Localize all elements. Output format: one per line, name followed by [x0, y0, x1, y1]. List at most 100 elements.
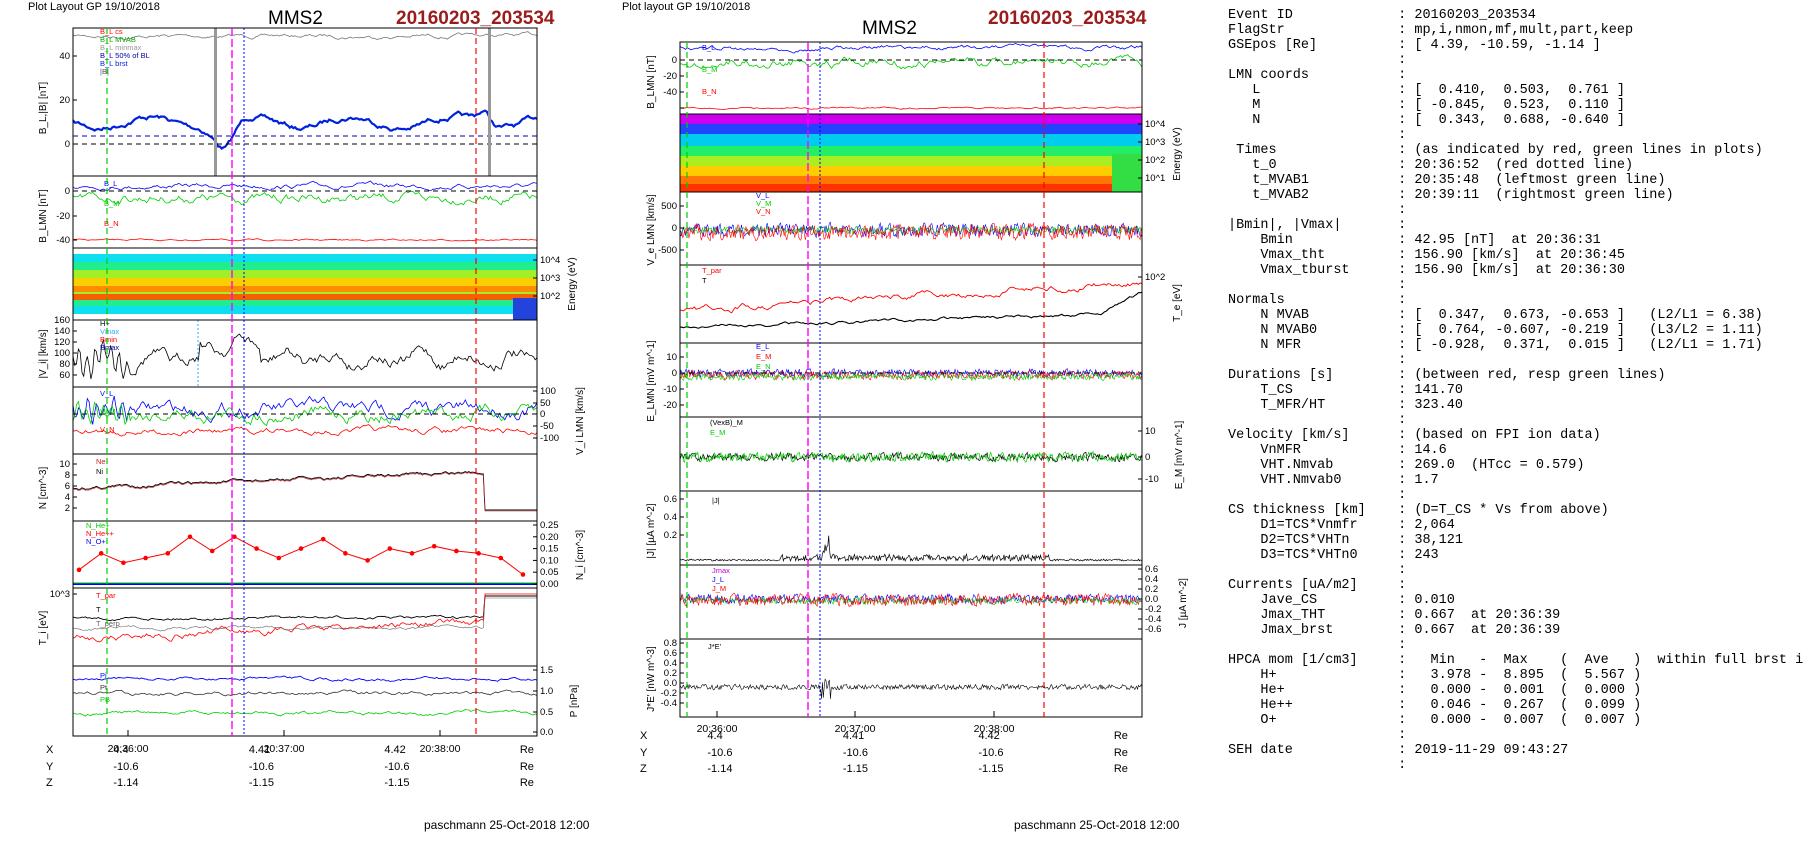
panel-vilmn-vm-line [72, 400, 538, 427]
info-key: Jmax_brst [1228, 623, 1399, 638]
info-row: Vmax_tburst : 156.90 [km/s] at 20:36:30 [1228, 263, 1804, 278]
mid-blmn-bm-line [679, 54, 1143, 70]
info-row: Vmax_tht : 156.90 [km/s] at 20:36:45 [1228, 248, 1804, 263]
info-value: 0.010 [1414, 593, 1455, 608]
position-axis: Z [640, 763, 647, 776]
panel-p-ticklabel: 0.0 [540, 727, 553, 738]
info-colon: : [1398, 203, 1415, 218]
middle-panel-frame [679, 490, 1143, 566]
info-key: D1=TCS*Vnmfr [1228, 518, 1399, 533]
mid-espec-ylabel: Energy (eV) [1172, 127, 1183, 180]
position-value: 4.42 [978, 730, 1000, 743]
mid-blmn-legend: B_M [702, 65, 717, 74]
panel-blmn-ticklabel: 0 [65, 186, 70, 197]
mid-je-ticklabel: 0.0 [664, 678, 677, 689]
info-colon: : [1398, 113, 1415, 128]
middle-spacecraft: MMS2 [862, 18, 917, 39]
position-value: 4.41 [842, 730, 865, 743]
info-colon: : [1398, 398, 1415, 413]
mid-em-ylabel: E_M [mV m^-1] [1174, 420, 1185, 489]
info-colon: : [1398, 653, 1415, 668]
info-key: CS thickness [km] [1228, 503, 1399, 518]
left-time-label: 20:38:00 [420, 743, 461, 755]
info-row: Times : (as indicated by red, green line… [1228, 143, 1804, 158]
panel-vilmn-legend: V_M [100, 407, 115, 416]
spectrogram-band [680, 176, 1142, 184]
info-key [1228, 728, 1398, 743]
panel-n-legend: Ni [96, 467, 103, 476]
panel-vi-legend: Bmax [100, 343, 119, 352]
mid-e-ylabel: E_LMN [mV m^-1] [646, 340, 657, 422]
info-colon: : [1398, 503, 1415, 518]
info-colon: : [1398, 473, 1415, 488]
position-value: -1.14 [113, 777, 139, 790]
left-panel-frame [72, 587, 538, 667]
mid-jlmn-ticklabel: 0.4 [1145, 574, 1158, 585]
position-axis: Z [46, 777, 53, 790]
info-key: N MVAB [1228, 308, 1399, 323]
info-key: VnMFR [1228, 443, 1399, 458]
middle-panel-frame [679, 638, 1143, 718]
info-value: (between red, resp green lines) [1414, 368, 1666, 383]
info-key: Currents [uA/m2] [1228, 578, 1399, 593]
info-key: LMN coords [1228, 68, 1399, 83]
mid-jlmn-ticklabel: 0.2 [1145, 584, 1158, 595]
info-key: Vmax_tburst [1228, 263, 1399, 278]
panel-vi-legend: H+ [100, 319, 110, 328]
info-row: t_MVAB2 : 20:39:11 (rightmost green line… [1228, 188, 1804, 203]
info-value: 42.95 [nT] at 20:36:31 [1414, 233, 1601, 248]
panel-ion-spec-ticklabel: 10^3 [540, 273, 560, 284]
ion-spectrogram [73, 254, 537, 320]
mid-jlmn-ticklabel: -0.4 [1145, 614, 1161, 625]
info-colon: : [1398, 338, 1415, 353]
panel-b-legend: |B| [100, 67, 109, 76]
panel-b-bl-line [72, 109, 538, 151]
info-key [1228, 278, 1398, 293]
mid-espec-ticklabel: 10^4 [1145, 119, 1165, 130]
info-key: D2=TCS*VHTn [1228, 533, 1399, 548]
panel-ti-tpar-line [72, 593, 537, 643]
position-value: -10.6 [707, 746, 733, 759]
panel-blmn-bn-line [72, 238, 538, 242]
position-unit: Re [519, 777, 534, 790]
info-row: N MVAB0 : [ 0.764, -0.607, -0.219 ] (L3/… [1228, 323, 1804, 338]
info-colon: : [1398, 713, 1415, 728]
mid-te-ylabel: T_e [eV] [1172, 284, 1183, 322]
left-panel-frame [72, 520, 538, 589]
panel-b-mvab-bar [488, 28, 491, 176]
position-value: -10.6 [384, 760, 410, 773]
position-value: 4.4 [707, 730, 723, 743]
info-colon: : [1398, 443, 1415, 458]
info-key: He+ [1228, 683, 1399, 698]
panel-b-mvab-bar [214, 28, 217, 176]
info-key: Event ID [1228, 8, 1399, 23]
left-plot-label: Plot Layout GP 19/10/2018 [28, 1, 160, 13]
info-row: |Bmin|, |Vmax| : [1228, 218, 1804, 233]
info-row: : [1228, 728, 1804, 743]
info-key: Jave_CS [1228, 593, 1399, 608]
info-row: D3=TCS*VHTn0 : 243 [1228, 548, 1804, 563]
mid-ve-ticklabel: 0 [672, 223, 677, 234]
info-key: N MVAB0 [1228, 323, 1399, 338]
panel-vi-line [72, 333, 538, 380]
panel-vilmn-vl-line [72, 395, 538, 425]
mid-te-legend: T [702, 276, 707, 285]
panel-vi-ticklabel: 100 [54, 348, 70, 359]
panel-ti-ylabel: T_i [eV] [38, 611, 49, 646]
info-colon: : [1398, 608, 1415, 623]
info-colon: : [1398, 308, 1415, 323]
mid-em-ticklabel: -10 [1145, 474, 1159, 485]
mid-em-vexb-line [679, 451, 1143, 463]
panel-blmn-ticklabel: -20 [56, 211, 70, 222]
position-axis: X [640, 730, 648, 743]
info-value: mp,i,nmon,mf,mult,part,keep [1414, 23, 1634, 38]
panel-blmn-bm-line [72, 190, 538, 206]
mid-je-ticklabel: 0.2 [664, 668, 677, 679]
panel-vi-legend: Vmax [100, 327, 119, 336]
panel-n-ticklabel: 8 [65, 470, 70, 481]
info-key: t_0 [1228, 158, 1399, 173]
info-value: 243 [1414, 548, 1439, 563]
info-key: Bmin [1228, 233, 1399, 248]
middle-time-label: 20:38:00 [974, 723, 1015, 735]
info-value: Min - Max ( Ave ) within full brst int [1414, 653, 1804, 668]
